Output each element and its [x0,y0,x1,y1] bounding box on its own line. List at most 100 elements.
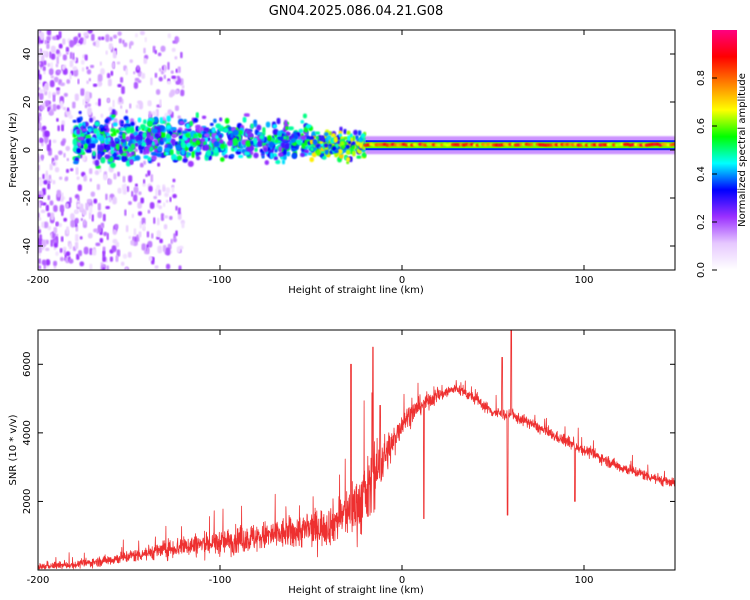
noise-speck [55,63,59,68]
band-blob [296,139,302,146]
noise-speck [151,257,155,262]
noise-speck [59,100,64,109]
noise-speck [160,213,165,221]
noise-speck [152,111,157,116]
noise-speck [42,173,45,180]
band-blob [171,133,177,138]
band-blob [253,119,258,125]
noise-speck [47,63,51,67]
noise-speck [66,157,70,162]
noise-speck [93,198,98,204]
band-blob [85,134,92,139]
noise-speck [91,33,95,41]
colorbar-tick-label: 0.0 [696,262,707,278]
x-tick-label: -100 [209,275,232,286]
noise-speck [172,40,176,44]
noise-speck [97,36,102,41]
noise-speck [94,170,100,176]
band-blob [316,150,321,156]
noise-speck [174,56,178,60]
band-blob [348,140,352,145]
band-blob [139,124,146,129]
noise-speck [46,30,52,36]
noise-speck [47,106,51,112]
noise-speck [111,62,116,69]
band-blob [122,152,128,157]
noise-speck [113,173,117,180]
band-blob [259,134,264,140]
band-blob [238,154,244,158]
band-blob [206,150,212,156]
noise-speck [63,248,66,255]
band-blob [284,142,290,150]
band-blob [340,141,345,147]
noise-speck [98,98,101,107]
band-blob [261,132,266,136]
noise-speck [40,209,46,214]
noise-speck [38,57,41,63]
noise-speck [45,170,48,177]
band-blob [213,147,219,154]
band-blob [303,149,309,154]
noise-speck [40,138,44,143]
noise-speck [117,84,122,88]
noise-speck [105,257,108,263]
band-blob [264,160,270,165]
noise-speck [181,222,185,229]
noise-speck [128,201,132,205]
noise-speck [129,103,132,109]
noise-speck [86,80,89,85]
noise-speck [44,100,50,108]
band-blob [321,135,325,142]
band-blob [137,139,142,146]
noise-speck [44,130,50,138]
noise-speck [39,88,44,94]
noise-speck [159,99,162,107]
noise-speck [162,186,166,192]
band-blob [115,129,120,134]
noise-speck [142,179,146,184]
band-blob [238,141,242,148]
noise-speck [166,80,172,85]
noise-speck [80,88,85,96]
spectrogram-y-axis-label: Frequency (Hz) [8,112,19,188]
colorbar-label: Normalized spectral amplitude [737,73,748,227]
noise-speck [77,184,82,192]
noise-speck [93,228,98,233]
noise-speck [118,38,122,44]
noise-speck [58,176,63,180]
snr-frame [37,329,676,571]
colorbar-tick-label: 0.8 [696,70,707,86]
noise-speck [60,140,65,146]
noise-speck [72,52,75,60]
noise-speck [130,240,135,246]
band-blob [353,129,358,136]
band-blob [87,128,92,133]
noise-speck [65,46,70,53]
band-blob [285,132,291,136]
band-blob [337,148,343,155]
noise-speck [82,37,86,45]
noise-speck [109,256,113,262]
noise-speck [120,261,125,266]
noise-speck [43,135,49,144]
band-blob [134,155,141,161]
noise-speck [129,59,133,63]
x-tick-label: -200 [27,575,50,586]
band-blob [110,149,114,155]
band-blob [83,143,88,150]
noise-speck [69,72,72,80]
noise-speck [121,184,126,191]
band-blob [285,126,289,131]
noise-speck [83,246,89,255]
noise-speck [158,205,163,210]
noise-speck [90,191,96,197]
band-blob [144,146,150,154]
noise-speck [49,200,54,206]
noise-speck [172,193,177,199]
y-tick-label: 6000 [22,352,33,377]
noise-speck [52,94,56,102]
band-blob [311,131,316,137]
band-blob [252,122,258,128]
noise-speck [116,61,121,65]
